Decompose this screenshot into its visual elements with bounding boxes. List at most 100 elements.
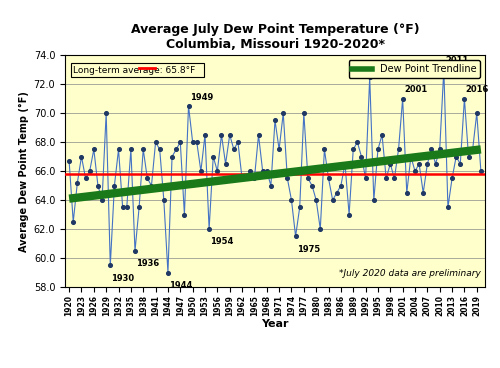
Point [440,67,448,72]
Point [460,96,468,102]
Text: 1930: 1930 [112,274,134,283]
Point [424,161,432,167]
Point [98,197,106,203]
Point [230,146,238,152]
Point [258,168,266,174]
Point [296,204,304,210]
Point [477,168,485,174]
Point [341,161,349,167]
Point [403,190,411,196]
Point [300,110,308,116]
Point [86,168,94,174]
Text: 2011: 2011 [445,56,468,66]
Point [345,212,353,217]
Point [250,176,258,181]
Point [337,183,345,188]
Point [452,154,460,160]
Point [324,176,332,181]
Point [328,197,336,203]
Text: 2001: 2001 [404,85,427,94]
Point [209,154,217,160]
Point [304,176,312,181]
Point [110,183,118,188]
Point [123,204,131,210]
Point [415,161,423,167]
Point [464,154,472,160]
Point [358,154,366,160]
Text: 1949: 1949 [190,93,213,102]
Point [131,248,139,254]
Point [390,176,398,181]
Point [214,168,222,174]
Point [160,197,168,203]
Point [74,180,82,185]
Title: Average July Dew Point Temperature (°F)
Columbia, Missouri 1920-2020*: Average July Dew Point Temperature (°F) … [130,23,420,51]
Point [238,176,246,181]
Point [473,110,481,116]
Point [436,146,444,152]
Point [127,146,135,152]
Point [193,139,201,145]
Point [102,110,110,116]
Point [468,146,476,152]
Point [201,132,209,138]
Point [386,161,394,167]
Point [394,146,402,152]
Y-axis label: Average Dew Point Temp (°F): Average Dew Point Temp (°F) [20,91,30,252]
Point [398,96,406,102]
Point [308,183,316,188]
Point [188,139,196,145]
Point [316,226,324,232]
Point [378,132,386,138]
Point [226,132,234,138]
Point [106,262,114,268]
Point [382,176,390,181]
Text: *July 2020 data are preliminary: *July 2020 data are preliminary [339,269,481,278]
Point [205,226,213,232]
Point [242,176,250,181]
Point [333,190,341,196]
Point [118,204,126,210]
Point [114,146,122,152]
Point [164,270,172,276]
Point [407,154,415,160]
Point [144,176,152,181]
Point [139,146,147,152]
Text: 1975: 1975 [297,245,320,254]
Point [444,204,452,210]
Point [354,139,362,145]
Point [312,197,320,203]
X-axis label: Year: Year [261,319,289,329]
Legend: Dew Point Trendline: Dew Point Trendline [348,60,480,78]
Point [69,219,77,225]
Point [288,197,296,203]
Point [94,183,102,188]
Text: 1936: 1936 [136,259,160,268]
Point [218,132,226,138]
Point [263,168,271,174]
Point [456,161,464,167]
Point [366,74,374,80]
Point [411,168,419,174]
Point [374,146,382,152]
Point [184,103,192,109]
Point [180,212,188,217]
Text: 1944: 1944 [169,281,192,290]
Point [428,146,436,152]
Text: Long-term average: 65.8°F: Long-term average: 65.8°F [74,66,202,75]
Text: 1993: 1993 [371,64,394,72]
Point [275,146,283,152]
Point [152,139,160,145]
Point [349,146,357,152]
Point [279,110,287,116]
Point [65,158,73,164]
Point [135,204,143,210]
Text: 2016: 2016 [466,85,489,94]
Point [271,117,279,123]
Point [78,154,86,160]
Point [370,197,378,203]
Point [320,146,328,152]
Point [197,168,205,174]
Point [168,154,176,160]
Point [254,132,262,138]
